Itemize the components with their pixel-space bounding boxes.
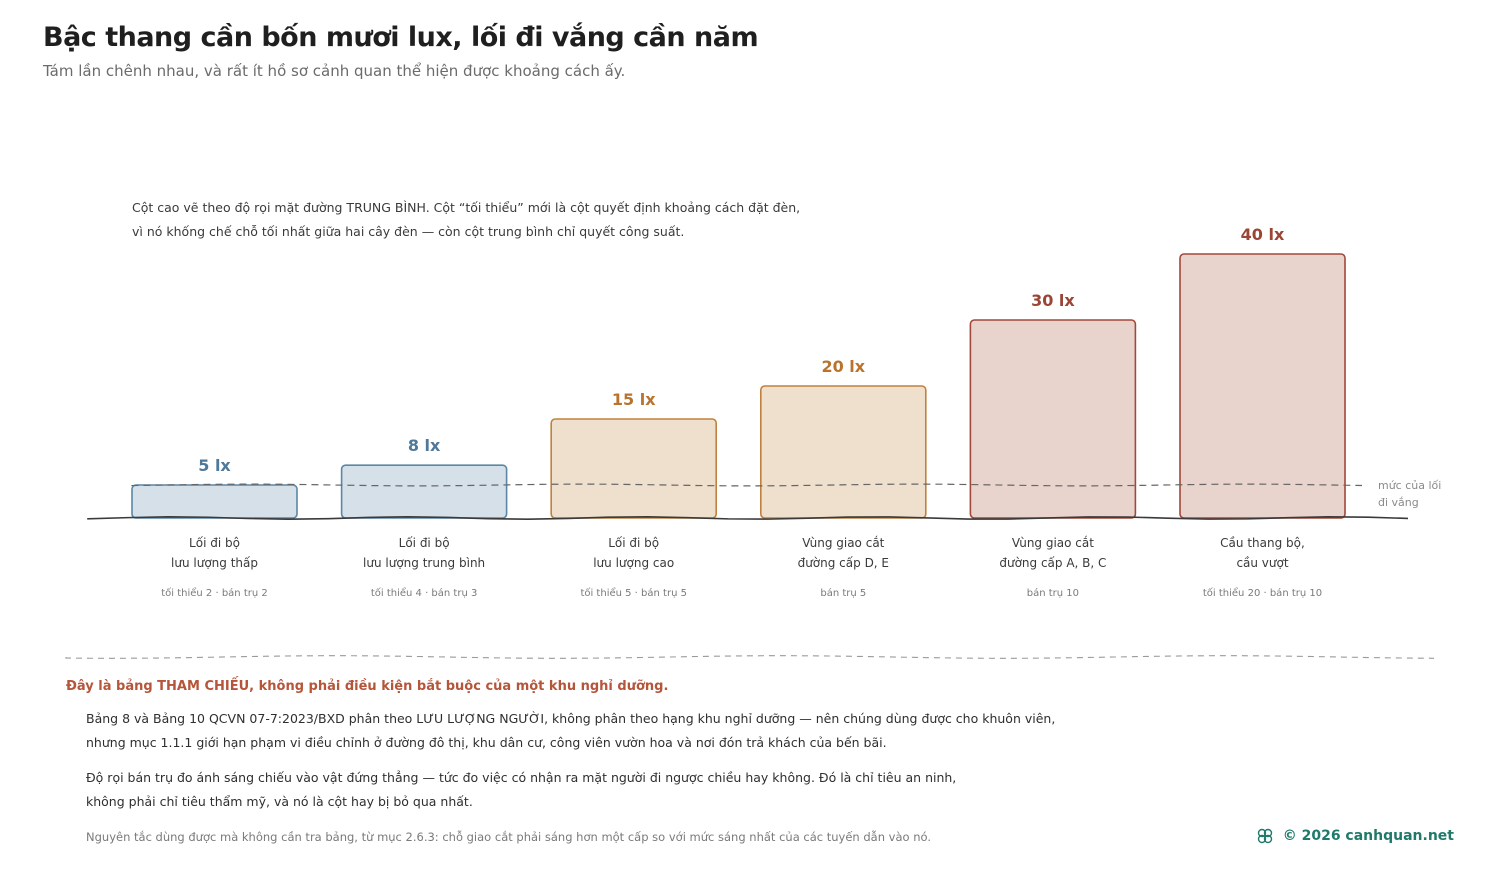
bar	[969, 319, 1137, 519]
bar	[131, 484, 298, 519]
section-divider	[65, 655, 1435, 659]
category-label: lưu lượng cao	[593, 556, 674, 570]
paragraph-line: nhưng mục 1.1.1 giới hạn phạm vi điều ch…	[86, 735, 887, 750]
category-meta: tối thiểu 2 · bán trụ 2	[161, 586, 268, 599]
value-label: 8 lx	[408, 436, 441, 455]
chart-note-line: Cột cao vẽ theo độ rọi mặt đường TRUNG B…	[132, 200, 801, 215]
rule-note: Nguyên tắc dùng được mà không cần tra bả…	[86, 830, 931, 844]
bar	[340, 464, 508, 519]
paragraph-scope: Bảng 8 và Bảng 10 QCVN 07-7:2023/BXD phâ…	[86, 707, 1056, 755]
paragraph-line: không phải chỉ tiêu thẩm mỹ, và nó là cộ…	[86, 794, 473, 809]
category-meta: tối thiểu 5 · bán trụ 5	[580, 586, 687, 599]
paragraph-line: Độ rọi bán trụ đo ánh sáng chiếu vào vật…	[86, 770, 957, 785]
category-label: Lối đi bộ	[189, 536, 240, 550]
copyright: © 2026 canhquan.net	[1282, 828, 1454, 844]
category-label: Lối đi bộ	[608, 536, 659, 550]
knot-logo-icon	[1257, 828, 1272, 844]
chart-note: Cột cao vẽ theo độ rọi mặt đường TRUNG B…	[132, 196, 852, 244]
reference-label: đi vắng	[1378, 496, 1419, 509]
chart-note-line: vì nó khống chế chỗ tối nhất giữa hai câ…	[132, 224, 685, 239]
baseline	[87, 515, 1409, 521]
category-meta: tối thiểu 20 · bán trụ 10	[1203, 586, 1322, 599]
brand: © 2026 canhquan.net	[1255, 826, 1454, 846]
paragraph-line: Bảng 8 và Bảng 10 QCVN 07-7:2023/BXD phâ…	[86, 711, 1056, 726]
category-label: Vùng giao cắt	[802, 536, 884, 550]
bar	[550, 418, 718, 519]
category-meta: tối thiểu 4 · bán trụ 3	[371, 586, 478, 599]
category-meta: bán trụ 10	[1027, 587, 1079, 599]
bar	[759, 385, 927, 519]
category-label: Lối đi bộ	[399, 536, 450, 550]
bar	[1179, 253, 1346, 519]
reference-label: mức của lối	[1378, 479, 1441, 492]
paragraph-vertical-illuminance: Độ rọi bán trụ đo ánh sáng chiếu vào vật…	[86, 766, 1046, 814]
value-label: 30 lx	[1031, 291, 1075, 310]
value-label: 20 lx	[821, 357, 865, 376]
category-label: Cầu thang bộ,	[1220, 536, 1305, 550]
category-label: đường cấp D, E	[798, 556, 889, 570]
value-label: 5 lx	[198, 456, 231, 475]
category-meta: bán trụ 5	[820, 587, 866, 599]
value-label: 15 lx	[612, 390, 656, 409]
category-label: cầu vượt	[1236, 556, 1288, 570]
category-label: lưu lượng thấp	[171, 556, 258, 570]
reference-line	[131, 483, 1363, 487]
page-subtitle: Tám lần chênh nhau, và rất ít hồ sơ cảnh…	[43, 62, 626, 80]
category-label: Vùng giao cắt	[1012, 536, 1094, 550]
category-label: đường cấp A, B, C	[999, 556, 1106, 570]
category-label: lưu lượng trung bình	[363, 556, 485, 570]
reference-heading: Đây là bảng THAM CHIẾU, không phải điều …	[66, 679, 669, 694]
value-label: 40 lx	[1241, 225, 1285, 244]
page-title: Bậc thang cần bốn mươi lux, lối đi vắng …	[43, 22, 759, 53]
